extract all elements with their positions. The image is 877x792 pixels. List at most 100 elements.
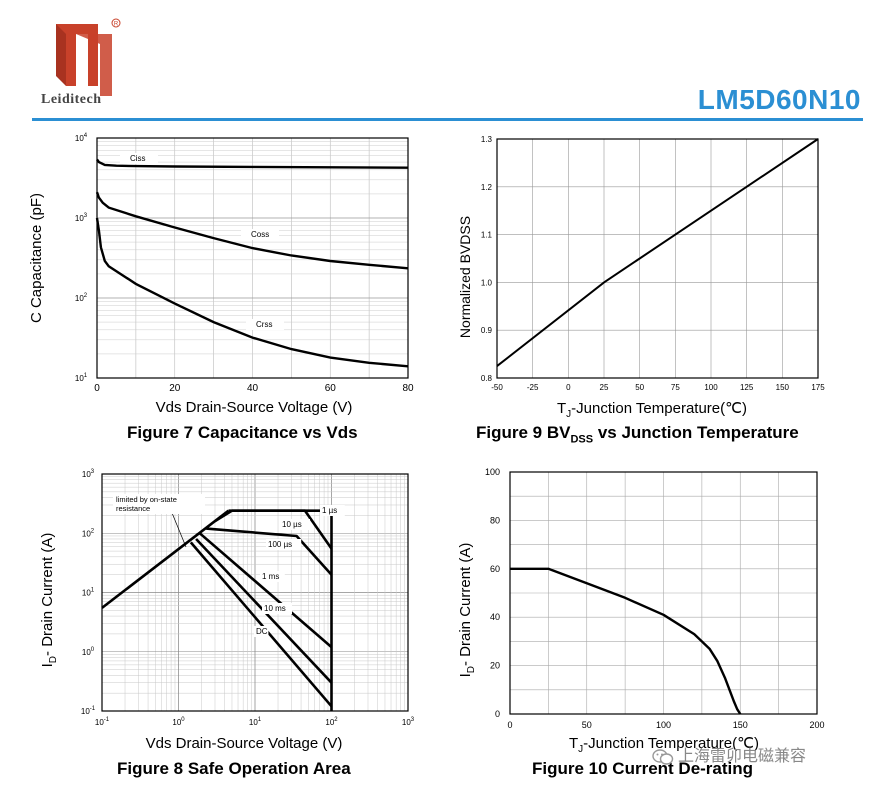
fig8-frame [101, 473, 409, 712]
fig10-series-line [510, 567, 742, 715]
fig8-curve-label-bg [320, 505, 345, 516]
fig10-x-tick-label: 0 [507, 720, 512, 730]
fig8-series-curve [214, 509, 333, 550]
fig8-curve-label-bg [262, 603, 292, 614]
fig9-x-axis-label: TJ-Junction Temperature(℃) [557, 400, 747, 420]
figure-8-caption: Figure 8 Safe Operation Area [117, 759, 351, 778]
fig10-x-tick-label: 200 [809, 720, 824, 730]
fig7-series-label-bg [120, 153, 158, 164]
figure-9-caption: Figure 9 BVDSS vs Junction Temperature [476, 423, 799, 445]
fig8-series-limit [101, 509, 230, 609]
fig7-series-crss [95, 217, 409, 368]
fig7-y-tick-label: 103 [75, 213, 88, 223]
figure-9-caption-sub: DSS [570, 433, 594, 446]
fig8-curve-label: DC [256, 627, 268, 636]
fig10-x-tick-label: 100 [656, 720, 671, 730]
fig10-x-tick-label: 50 [582, 720, 592, 730]
fig8-annotation: limited by on-state resistance [116, 495, 177, 513]
fig10-y-tick-label: 80 [490, 515, 500, 525]
fig10-y-axis-label: ID- Drain Current (A) [457, 543, 477, 678]
fig8-y-axis-label: ID- Drain Current (A) [39, 533, 59, 668]
fig9-y-tick-label: 1.0 [481, 278, 493, 287]
fig8-y-tick-label: 100 [82, 647, 95, 657]
fig10-x-axis-label: TJ-Junction Temperature(℃) [569, 735, 759, 755]
fig7-y-tick-label: 102 [75, 293, 88, 303]
figure-7-caption: Figure 7 Capacitance vs Vds [127, 423, 358, 442]
fig7-series-label: Coss [251, 230, 269, 239]
fig9-x-tick-label: -25 [527, 383, 539, 392]
fig8-annotation-bg [113, 494, 205, 514]
watermark: 上海雷卯电磁兼容 [652, 742, 806, 766]
fig8-x-tick-label: 101 [249, 717, 262, 727]
fig8-y-tick-label: 103 [82, 469, 95, 479]
fig8-curve-label-bg [266, 539, 302, 550]
part-number: LM5D60N10 [697, 84, 861, 115]
fig8-x-axis-label: Vds Drain-Source Voltage (V) [146, 735, 343, 752]
fig8-annotation-pointer [169, 507, 187, 548]
fig8-x-tick-label: 102 [325, 717, 338, 727]
fig10-y-tick-label: 100 [485, 467, 500, 477]
fig7-y-tick-label: 101 [75, 373, 88, 383]
fig8-curve-label-bg [280, 519, 310, 530]
fig9-y-axis-label: Normalized BVDSS [457, 216, 473, 338]
fig9-y-tick-label: 1.1 [481, 231, 493, 240]
fig9-series-line [496, 138, 819, 367]
fig7-series-label-bg [241, 229, 279, 240]
fig10-y-tick-label: 60 [490, 564, 500, 574]
fig9-x-tick-label: 100 [704, 383, 718, 392]
fig8-curve-label: 10 µs [282, 520, 302, 529]
svg-text:R: R [114, 22, 119, 28]
watermark-text: 上海雷卯电磁兼容 [678, 748, 807, 765]
fig7-series-coss [95, 191, 409, 270]
figure-10-caption: Figure 10 Current De-rating [532, 759, 754, 778]
leiditech-logo: R [56, 18, 121, 96]
fig8-y-tick-label: 10-1 [81, 706, 96, 716]
fig10-y-tick-label: 20 [490, 661, 500, 671]
fig7-y-axis-label: C Capacitance (pF) [28, 193, 45, 323]
fig9-x-tick-label: 25 [600, 383, 609, 392]
fig9-y-tick-label: 0.8 [481, 374, 493, 383]
fig8-x-tick-label: 10-1 [95, 717, 110, 727]
fig9-x-tick-label: 150 [776, 383, 790, 392]
fig9-x-tick-label: 50 [635, 383, 644, 392]
fig8-curve-label: 1 µs [322, 506, 337, 515]
fig9-x-tick-label: 0 [566, 383, 571, 392]
fig7-x-tick-label: 20 [169, 383, 181, 394]
fig10-frame [509, 471, 818, 715]
fig7-x-tick-label: 40 [247, 383, 259, 394]
header-rule [32, 118, 863, 121]
brand-name: Leiditech [41, 92, 102, 107]
fig9-y-tick-label: 0.9 [481, 326, 493, 335]
fig10-y-tick-label: 40 [490, 612, 500, 622]
fig7-series-ciss [96, 158, 409, 169]
fig7-y-tick-label: 104 [75, 133, 88, 143]
fig8-curve-label: 100 µs [268, 540, 292, 549]
figure-9-caption-post: vs Junction Temperature [593, 423, 799, 442]
fig8-y-tick-label: 102 [82, 528, 95, 538]
fig10-x-tick-label: 150 [733, 720, 748, 730]
fig9-x-tick-label: 75 [671, 383, 680, 392]
fig9-x-tick-label: 175 [811, 383, 825, 392]
fig9-y-tick-label: 1.3 [481, 135, 493, 144]
fig8-x-tick-label: 100 [172, 717, 185, 727]
fig9-frame [496, 138, 819, 379]
fig8-curve-label-bg [254, 626, 269, 637]
fig7-x-tick-label: 60 [325, 383, 337, 394]
fig8-x-tick-label: 103 [402, 717, 415, 727]
fig7-series-label: Crss [256, 320, 272, 329]
fig7-series-label: Ciss [130, 154, 146, 163]
fig7-series-label-bg [246, 319, 284, 330]
fig9-y-tick-label: 1.2 [481, 183, 493, 192]
fig8-series-curve [206, 527, 333, 576]
fig8-series-curve [198, 532, 333, 649]
fig7-x-tick-label: 0 [94, 383, 100, 394]
fig9-x-tick-label: -50 [491, 383, 503, 392]
fig7-x-axis-label: Vds Drain-Source Voltage (V) [156, 399, 353, 416]
wechat-icon [652, 749, 674, 765]
fig8-curve-label-bg [260, 571, 285, 582]
fig10-y-tick-label: 0 [495, 709, 500, 719]
figure-9-caption-pre: Figure 9 BV [476, 423, 571, 442]
fig9-x-tick-label: 125 [740, 383, 754, 392]
fig8-series-curve [189, 541, 333, 708]
